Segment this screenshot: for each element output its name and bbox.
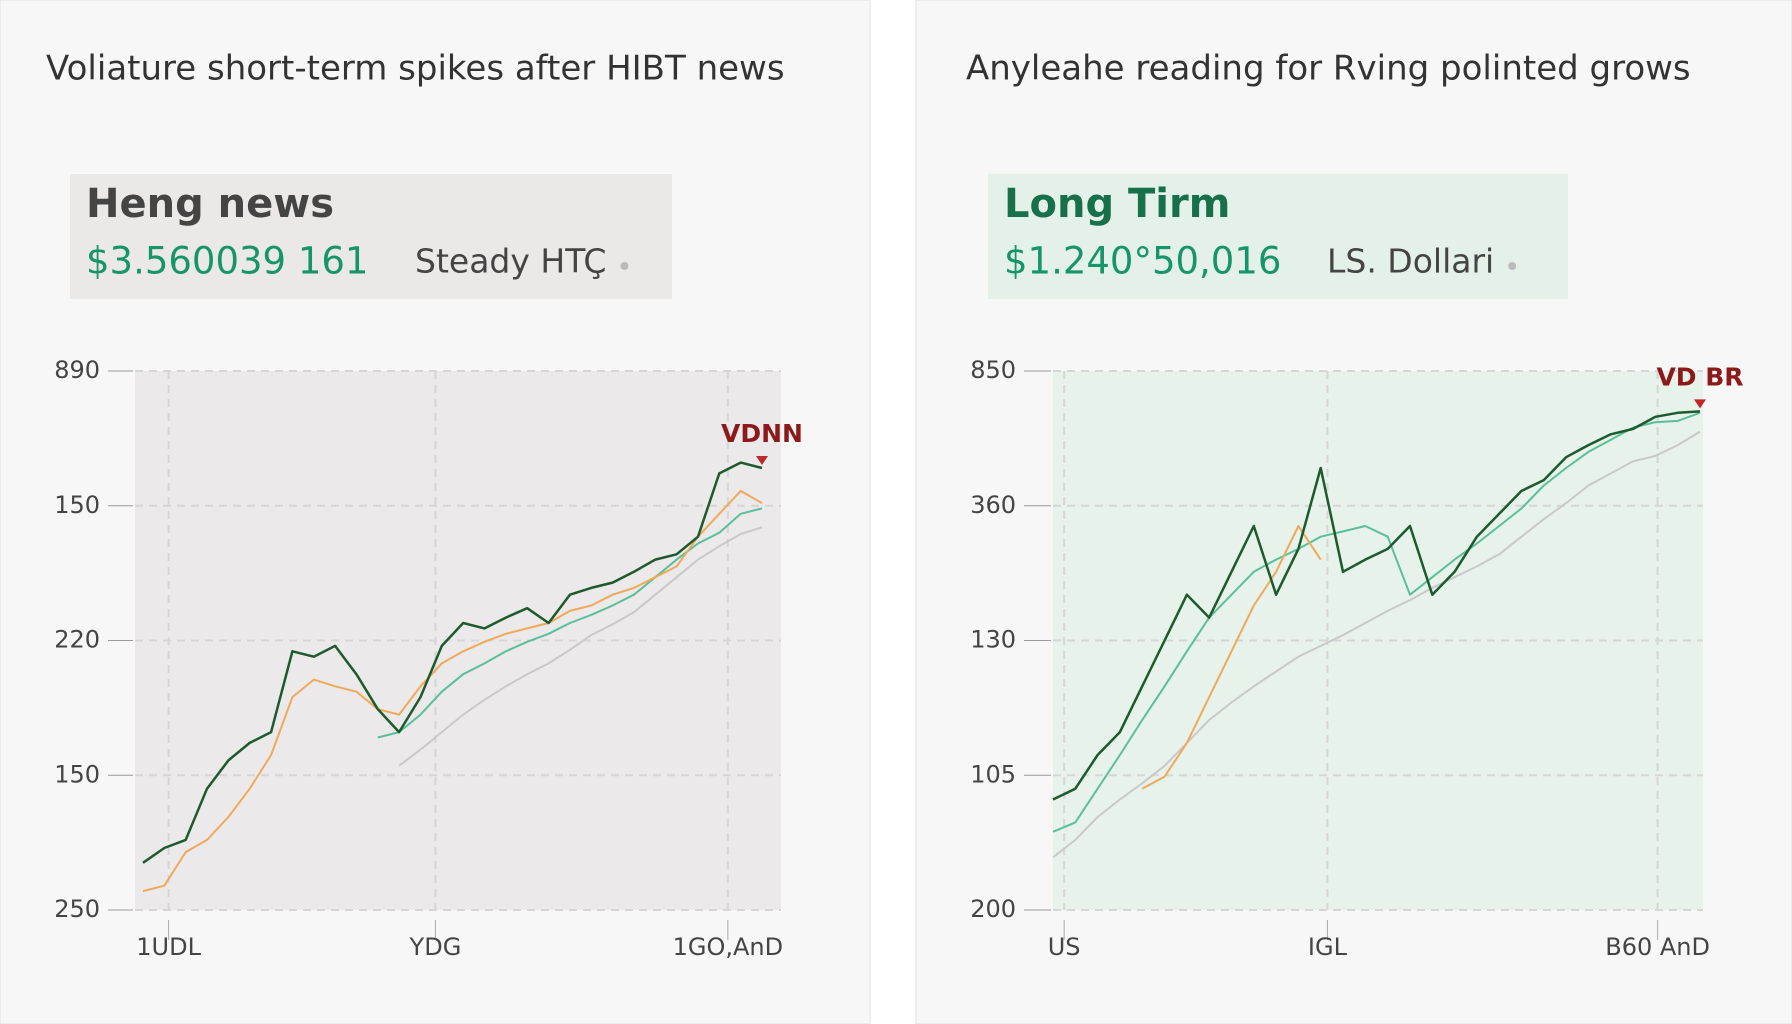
annotation: VDNN	[721, 419, 803, 448]
y-tick-label: 105	[970, 760, 1016, 788]
annotation: VD BR	[1656, 362, 1743, 391]
header-title: Long Tirm	[1004, 181, 1230, 227]
x-tick-label: YDG	[409, 933, 462, 961]
y-tick-label: 250	[54, 895, 100, 923]
line-series	[1141, 525, 1322, 790]
y-tick-label: 150	[54, 491, 100, 519]
line-series	[398, 526, 763, 767]
line-series	[142, 489, 763, 893]
y-tick-label: 200	[970, 895, 1016, 923]
header-box	[988, 174, 1568, 299]
annotation-marker	[1694, 399, 1706, 409]
y-tick-label: 130	[970, 626, 1016, 654]
y-tick-label: 850	[970, 356, 1016, 384]
y-tick-label: 220	[54, 626, 100, 654]
line-series	[377, 507, 763, 739]
chart-title: Voliature short-term spikes after HIBT n…	[46, 49, 785, 89]
header-value: $3.560039 161	[86, 240, 368, 283]
header-label: LS. Dollari	[1327, 242, 1494, 281]
header-box	[70, 174, 672, 299]
x-tick-label: IGL	[1308, 933, 1348, 961]
header-dot	[620, 262, 629, 270]
line-series	[1052, 410, 1701, 801]
line-series	[142, 461, 763, 864]
annotation-marker	[756, 456, 768, 466]
header-title: Heng news	[86, 181, 334, 227]
x-tick-label: B60 AnD	[1605, 933, 1710, 961]
x-tick-label: 1UDL	[136, 933, 201, 961]
header-dot	[1508, 262, 1517, 270]
y-tick-label: 150	[54, 760, 100, 788]
chart-title: Anyleahe reading for Rving polinted grow…	[966, 49, 1691, 89]
header-label: Steady HTÇ	[415, 242, 606, 281]
x-tick-label: US	[1048, 933, 1081, 961]
header-value: $1.240°50,016	[1004, 240, 1281, 283]
y-tick-label: 360	[970, 491, 1016, 519]
y-tick-label: 890	[54, 356, 100, 384]
line-series	[1052, 411, 1701, 833]
x-tick-label: 1GO,AnD	[673, 933, 784, 961]
line-series	[1052, 430, 1701, 859]
